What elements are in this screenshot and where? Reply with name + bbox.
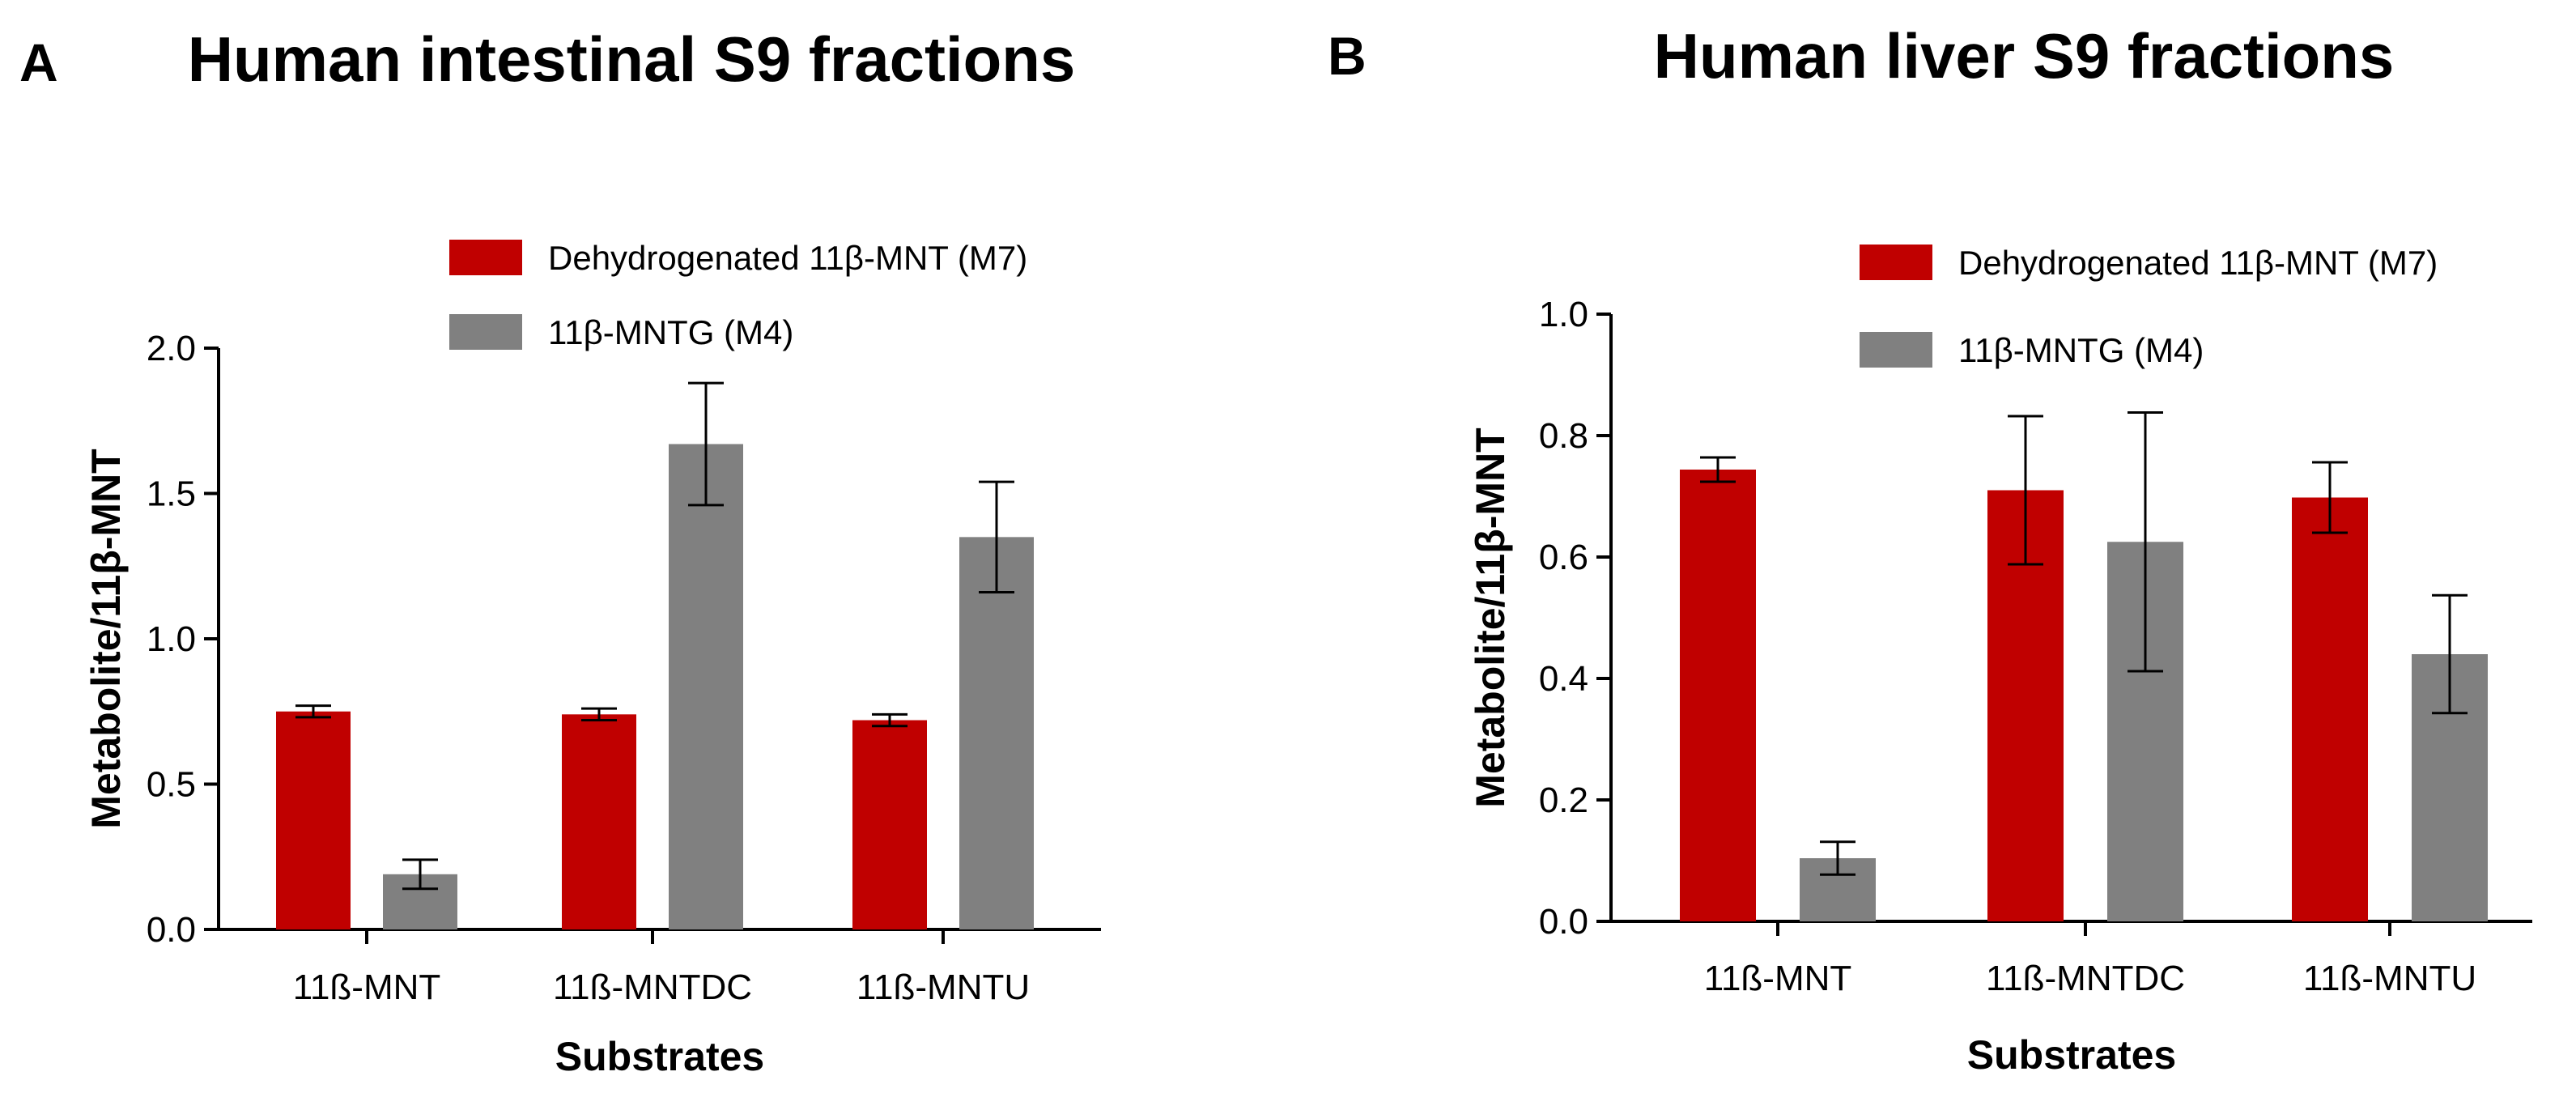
legend-swatch-m4 [1860,332,1932,368]
x-axis-title: Substrates [1967,1032,2176,1078]
legend-label-m7: Dehydrogenated 11β-MNT (M7) [548,239,1027,277]
panel-title: Human intestinal S9 fractions [188,23,1076,95]
y-tick-label: 0.0 [1539,902,1588,942]
legend-label-m7: Dehydrogenated 11β-MNT (M7) [1958,244,2438,282]
y-tick-label: 0.6 [1539,538,1588,577]
bar-m7-1 [562,714,636,929]
legend-swatch-m7 [449,240,522,275]
y-tick-label: 1.0 [1539,295,1588,334]
legend-label-m4: 11β-MNTG (M4) [1958,331,2204,369]
bar-m7-2 [852,720,927,929]
panel-title: Human liver S9 fractions [1654,20,2395,91]
category-label: 11ß-MNT [1704,959,1852,998]
legend-label-m4: 11β-MNTG (M4) [548,313,793,351]
x-axis-title: Substrates [555,1034,764,1079]
panel-a: A Human intestinal S9 fractions 0.0 0.5 1.0 1… [19,23,1101,1079]
bar-m7-2 [2292,497,2368,921]
bar-m4-1 [669,444,743,929]
panel-letter: B [1328,26,1367,86]
y-tick-label: 0.4 [1539,659,1588,699]
y-tick-label: 1.5 [147,474,196,514]
panel-b: B Human liver S9 fractions 0.0 0.2 0.4 0.6 0.8… [1328,20,2532,1078]
bar-m4-2 [959,537,1034,929]
category-label: 11ß-MNTDC [553,968,752,1007]
bar-m7-0 [276,711,351,929]
legend-swatch-m7 [1860,245,1932,280]
category-label: 11ß-MNTU [857,968,1030,1007]
category-label: 11ß-MNTDC [1986,959,2185,998]
y-tick-label: 0.0 [147,910,196,950]
legend-swatch-m4 [449,314,522,350]
y-tick-label: 0.8 [1539,416,1588,456]
y-tick-label: 0.2 [1539,780,1588,820]
y-axis-title: Metabolite/11β-MNT [1468,427,1513,807]
y-axis-title: Metabolite/11β-MNT [83,449,129,828]
category-label: 11ß-MNT [293,968,441,1007]
panel-letter: A [19,32,58,92]
y-tick-label: 0.5 [147,765,196,805]
y-tick-label: 2.0 [147,329,196,368]
bar-m7-0 [1680,470,1756,921]
category-label: 11ß-MNTU [2303,959,2476,998]
y-tick-label: 1.0 [147,619,196,659]
